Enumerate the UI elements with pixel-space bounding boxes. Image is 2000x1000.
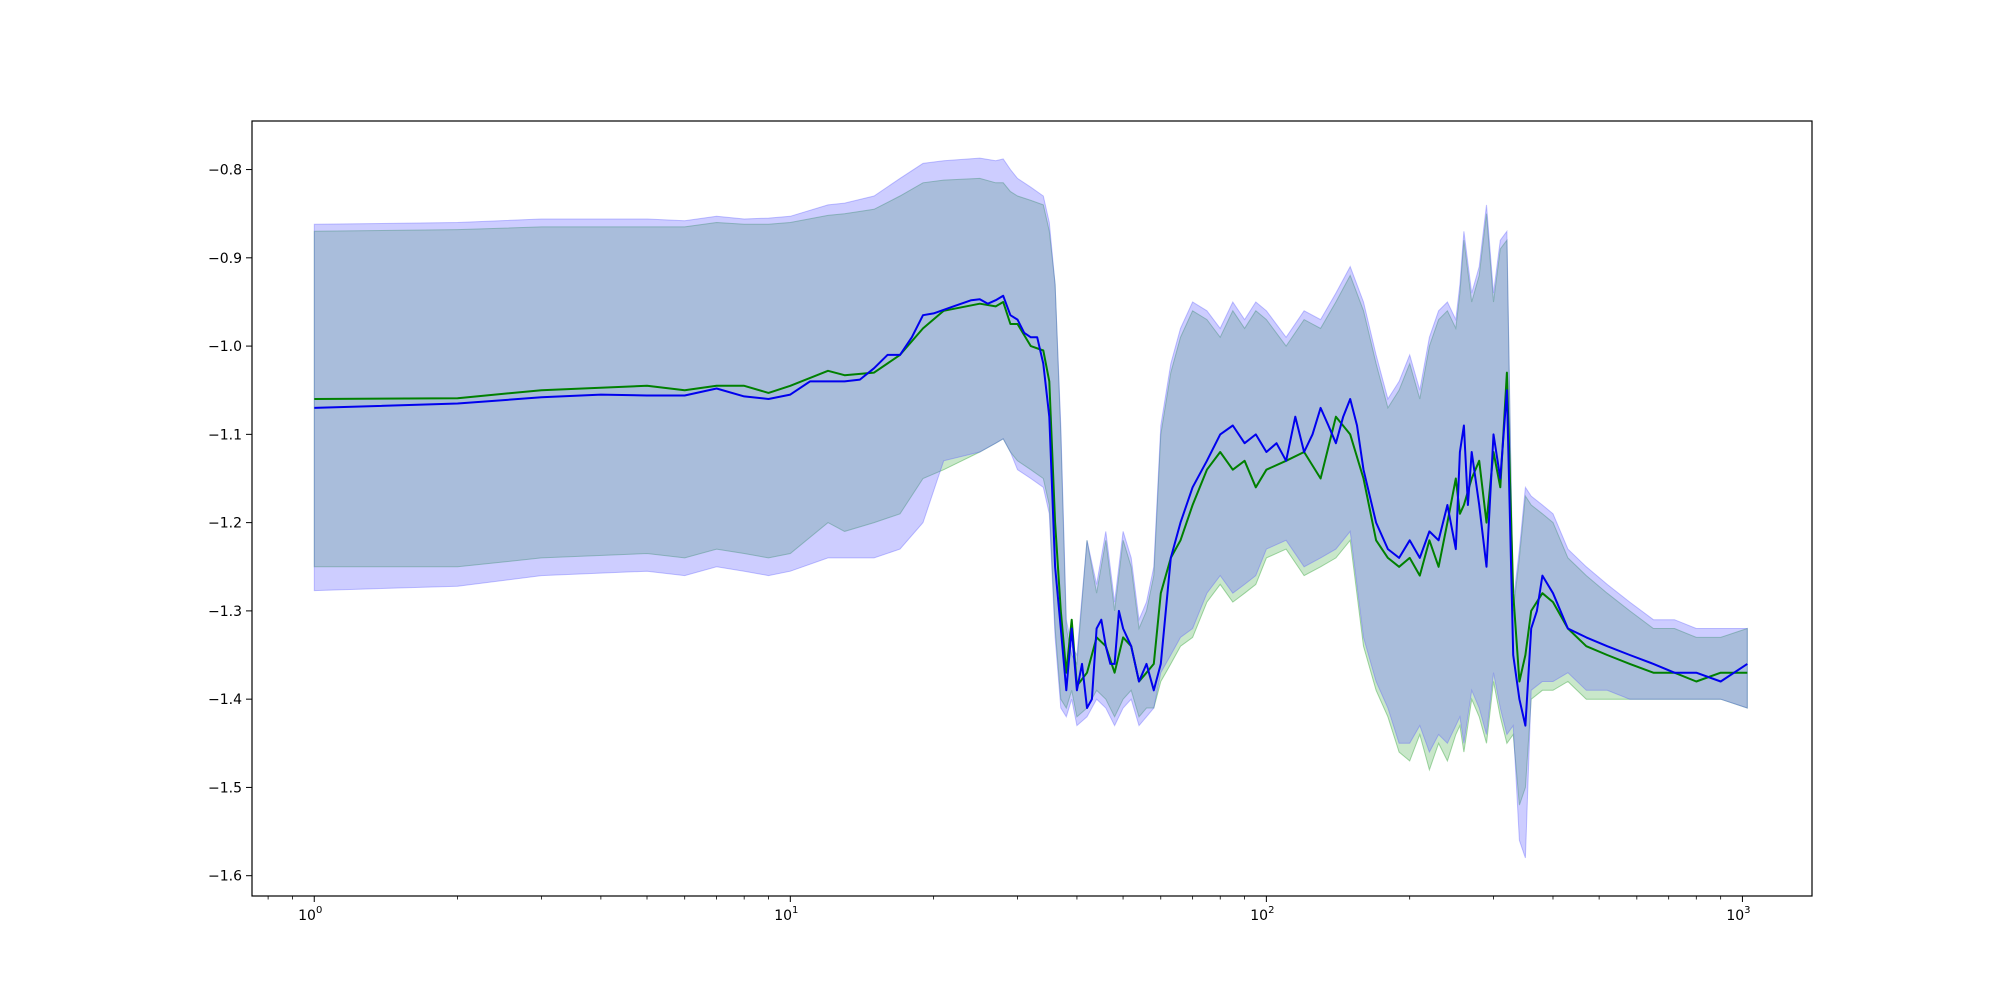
series-lines	[314, 294, 1748, 727]
x-tick-label: 102	[1250, 905, 1274, 924]
green-band-area	[313, 177, 1748, 806]
y-tick-label: −0.9	[208, 251, 242, 267]
y-tick-label: −1.1	[208, 427, 242, 443]
y-tick-label: −1.6	[208, 869, 242, 885]
x-axis: 100 101 102 103	[267, 896, 1751, 924]
y-tick-label: −1.2	[208, 516, 242, 532]
y-tick-label: −1.0	[208, 339, 242, 355]
x-tick-label: 101	[774, 905, 798, 924]
plot-frame	[251, 120, 1813, 897]
x-tick-label: 100	[298, 905, 322, 924]
blue-series-line	[314, 294, 1748, 727]
y-tick-label: −1.5	[208, 780, 242, 796]
y-tick-label: −1.4	[208, 692, 242, 708]
y-tick-label: −0.8	[208, 163, 242, 179]
y-axis: −0.8 −0.9 −1.0 −1.1 −1.2 −1.3 −1.4 −1.5 −1.6	[208, 163, 252, 885]
confidence-bands	[313, 157, 1748, 859]
x-tick-label: 103	[1726, 905, 1750, 924]
y-tick-label: −1.3	[208, 604, 242, 620]
blue-band-area	[313, 157, 1748, 859]
